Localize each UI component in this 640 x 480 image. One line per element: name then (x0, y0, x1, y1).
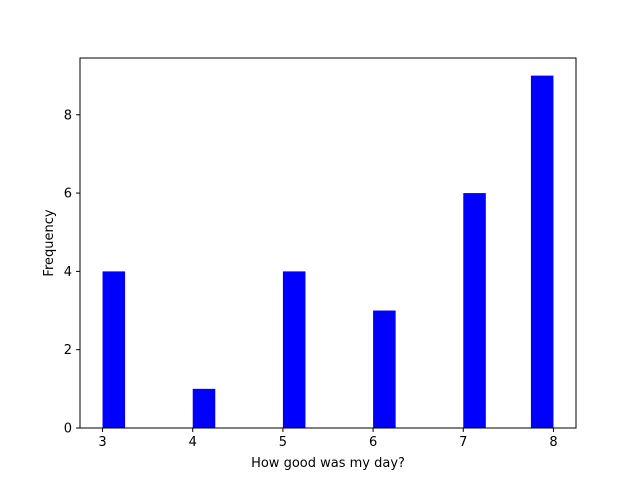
histogram-bar (192, 388, 216, 428)
y-tick-label: 4 (64, 265, 72, 280)
x-tick-label: 8 (549, 435, 557, 450)
y-tick-label: 8 (64, 108, 72, 123)
x-tick-label: 4 (189, 435, 197, 450)
histogram-bar (373, 310, 396, 428)
x-tick-label: 7 (459, 435, 467, 450)
plot-area-frame (79, 57, 577, 429)
y-axis-title: Frequency (42, 209, 57, 276)
y-tick-label: 2 (64, 343, 72, 358)
x-tick-label: 5 (279, 435, 287, 450)
histogram-bar (463, 193, 486, 428)
x-tick-label: 6 (369, 435, 377, 450)
x-axis: 3 4 5 6 7 8 (98, 428, 558, 450)
bars-layer (102, 75, 554, 428)
y-tick-label: 6 (64, 187, 72, 202)
histogram-bar (530, 75, 554, 428)
y-axis: 0 2 4 6 8 (64, 108, 80, 437)
y-tick-label: 0 (64, 422, 72, 437)
histogram-bar (282, 271, 306, 428)
x-axis-title: How good was my day? (251, 456, 405, 471)
histogram-bar (102, 271, 126, 428)
x-tick-label: 3 (98, 435, 106, 450)
